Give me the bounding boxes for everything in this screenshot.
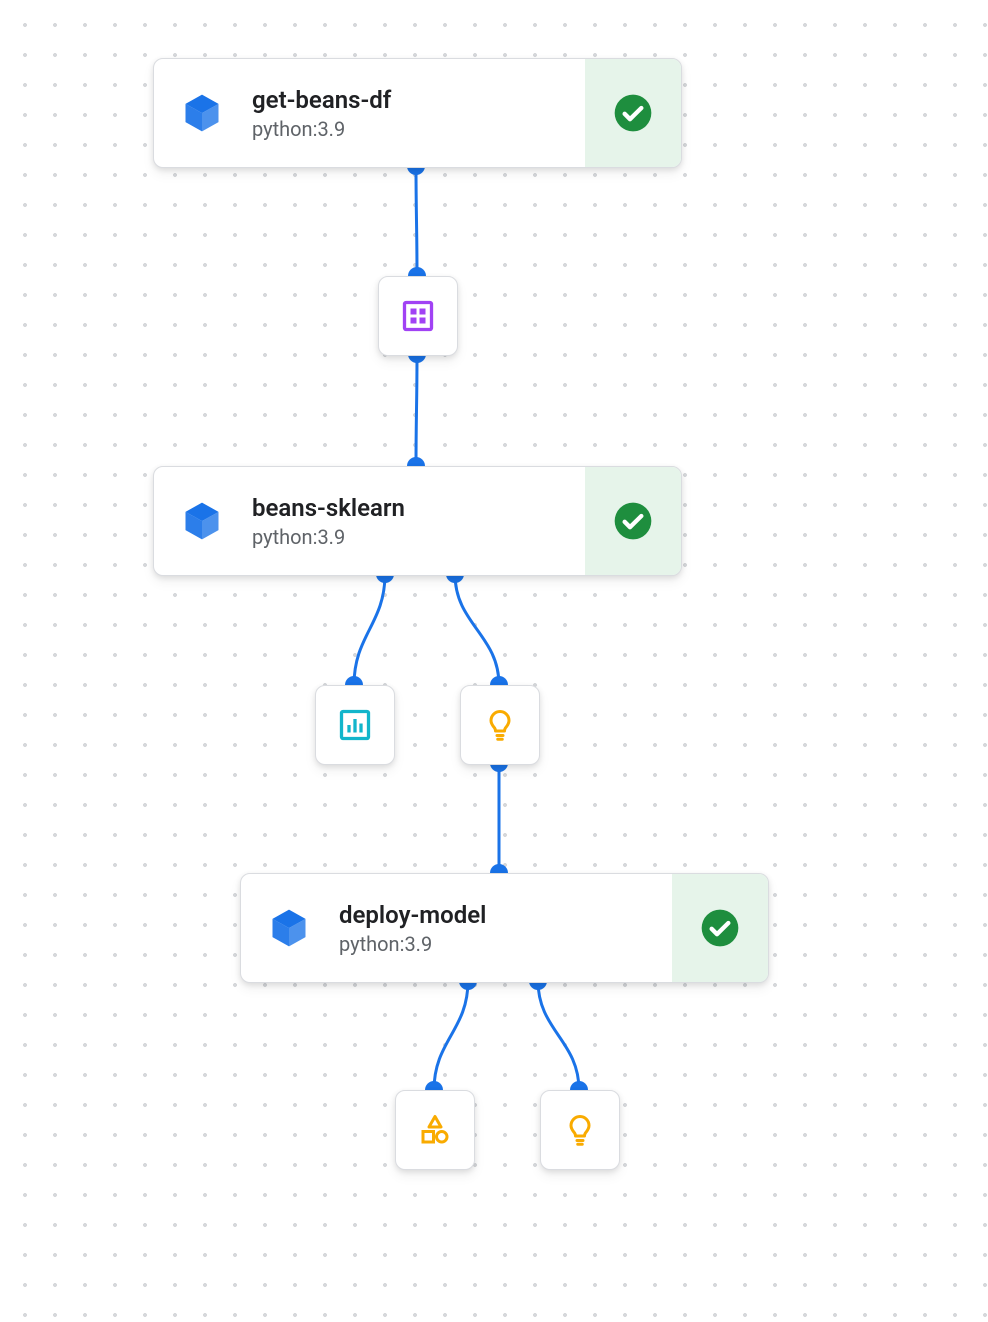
- task-status: [672, 874, 768, 982]
- task-status: [585, 59, 681, 167]
- task-text: get-beans-dfpython:3.9: [250, 59, 585, 167]
- task-node-n2[interactable]: beans-sklearnpython:3.9: [153, 466, 682, 576]
- metrics-icon: [337, 707, 373, 743]
- task-type-icon: [154, 59, 250, 167]
- model-icon: [562, 1112, 598, 1148]
- task-subtitle: python:3.9: [252, 117, 585, 141]
- cube-icon: [267, 906, 311, 950]
- task-title: beans-sklearn: [252, 493, 585, 523]
- model-icon: [482, 707, 518, 743]
- task-title: get-beans-df: [252, 85, 585, 115]
- artifact-node-artifact[interactable]: [395, 1090, 475, 1170]
- task-status: [585, 467, 681, 575]
- task-subtitle: python:3.9: [339, 932, 672, 956]
- check-circle-icon: [613, 93, 653, 133]
- artifact-node-dataset[interactable]: [378, 276, 458, 356]
- check-circle-icon: [613, 501, 653, 541]
- task-node-n3[interactable]: deploy-modelpython:3.9: [240, 873, 769, 983]
- task-type-icon: [154, 467, 250, 575]
- artifact-node-metrics[interactable]: [315, 685, 395, 765]
- pipeline-canvas[interactable]: get-beans-dfpython:3.9 beans-sklearnpyth…: [0, 0, 988, 1322]
- task-text: beans-sklearnpython:3.9: [250, 467, 585, 575]
- cube-icon: [180, 499, 224, 543]
- artifact-node-model[interactable]: [460, 685, 540, 765]
- task-title: deploy-model: [339, 900, 672, 930]
- task-node-n1[interactable]: get-beans-dfpython:3.9: [153, 58, 682, 168]
- cube-icon: [180, 91, 224, 135]
- artifact-icon: [417, 1112, 453, 1148]
- artifact-node-model[interactable]: [540, 1090, 620, 1170]
- task-type-icon: [241, 874, 337, 982]
- dot-grid: [0, 0, 988, 1322]
- dataset-icon: [400, 298, 436, 334]
- check-circle-icon: [700, 908, 740, 948]
- task-text: deploy-modelpython:3.9: [337, 874, 672, 982]
- task-subtitle: python:3.9: [252, 525, 585, 549]
